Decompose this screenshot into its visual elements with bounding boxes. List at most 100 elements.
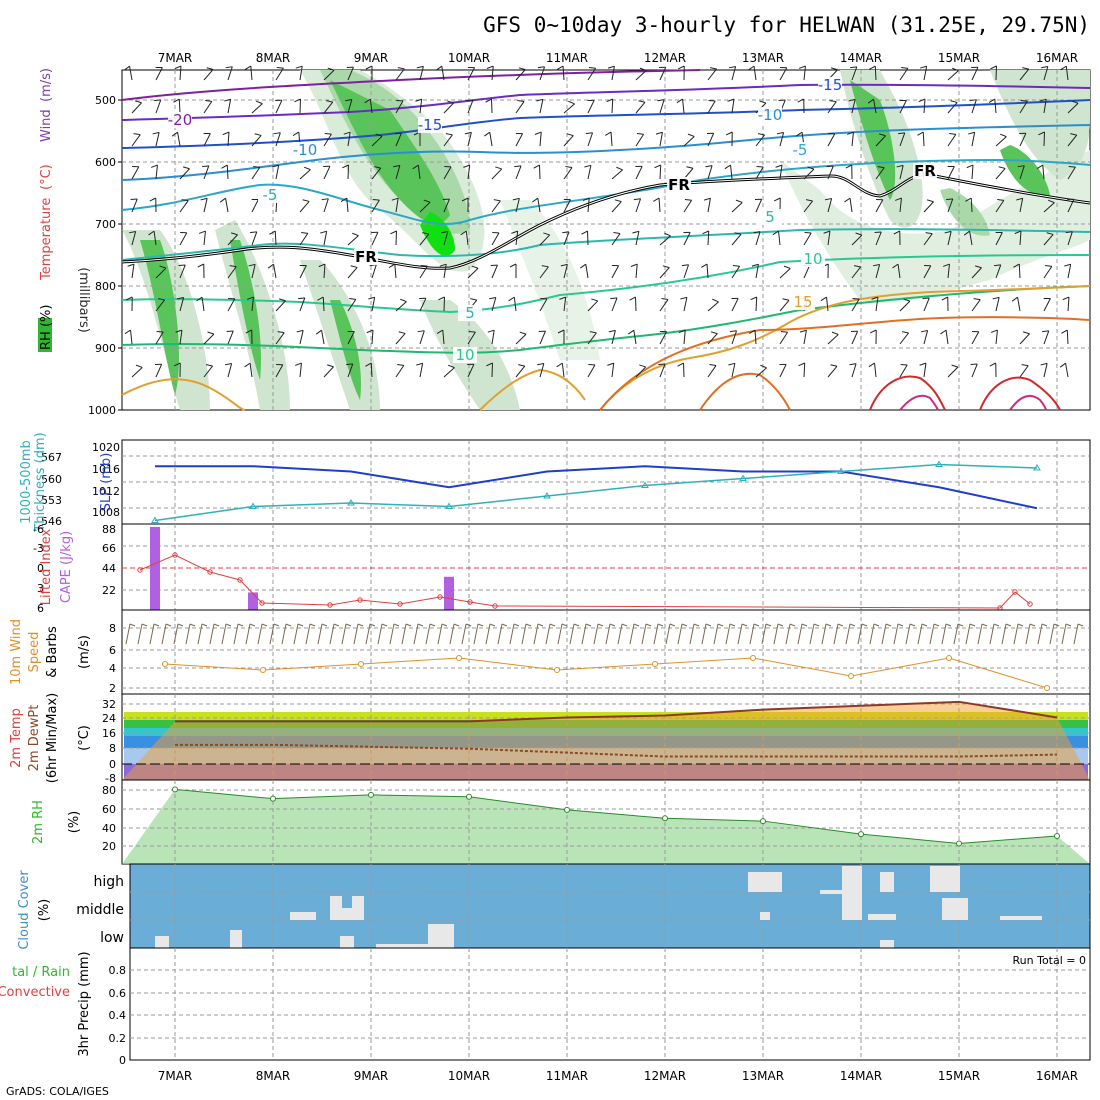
wind10m-speed-point	[1044, 685, 1050, 691]
wind-barb	[1067, 198, 1075, 213]
wind-barb	[677, 65, 685, 81]
wind-barb	[151, 164, 158, 180]
contour-label: FR	[668, 176, 690, 194]
wind-barb	[727, 98, 735, 114]
wind-barb	[1061, 329, 1069, 345]
wind-barb-flag	[463, 164, 470, 168]
wind-barb-flag	[654, 164, 661, 169]
wind10m-barb	[569, 623, 575, 645]
wind10m-barb-flag	[345, 623, 352, 627]
slp-series-line	[155, 465, 1038, 510]
wind-barb-flag	[871, 296, 879, 300]
wind-barb-shaft	[635, 101, 646, 114]
wind-barb	[728, 65, 737, 81]
wind-barb	[443, 133, 453, 147]
wind-barb-shaft	[731, 330, 738, 345]
wind-barb-shaft	[491, 264, 498, 279]
wind-barb	[988, 98, 997, 114]
contour-label: 15	[793, 293, 812, 311]
wind-barb	[748, 65, 757, 81]
wind-barb	[676, 98, 685, 114]
freezing-level-inner	[121, 174, 1091, 269]
wind-barb	[1016, 197, 1024, 213]
wind-barb-shaft	[179, 330, 183, 345]
wind-barb-flag	[366, 329, 374, 334]
wind-barb	[803, 231, 812, 246]
cloud-block	[230, 930, 242, 948]
wind-barb	[659, 330, 668, 345]
wind-barb-flag	[1021, 364, 1029, 367]
wind-barb	[969, 99, 977, 114]
wind-barb-flag	[514, 165, 522, 168]
wind-barb	[611, 199, 622, 213]
lifted-index-point	[467, 599, 473, 605]
wind-barb-shaft	[995, 297, 1000, 312]
wind-barb-flag	[470, 298, 477, 301]
date-label-bottom: 9MAR	[354, 1069, 389, 1083]
wind-barb	[315, 329, 325, 345]
wind-barb-flag	[556, 65, 564, 70]
wind-barb-flag	[495, 166, 502, 170]
wind-barb-flag	[247, 296, 254, 300]
wind-barb-flag	[438, 296, 445, 301]
wind-barb	[1019, 331, 1030, 345]
wind-barb-shaft	[443, 198, 450, 213]
wind-barb-shaft	[371, 297, 376, 312]
wind-barb-flag	[830, 364, 838, 367]
wind-barb-shaft	[611, 98, 614, 114]
wind-barb	[226, 330, 234, 345]
rh-legend-swatch	[38, 318, 52, 352]
wind-barb-flag	[783, 265, 791, 269]
wind-barb-flag	[947, 165, 955, 168]
wind-barb-shaft	[539, 99, 544, 114]
contour-label: 5	[765, 208, 775, 226]
wind10m-barb-flag	[633, 623, 640, 627]
contour-label-bg	[293, 142, 317, 158]
wind-barb-flag	[994, 264, 1001, 267]
wind-barb-shaft	[251, 264, 256, 279]
wind-barb	[563, 133, 574, 147]
wind10m-barb	[545, 623, 551, 645]
wind-barb-flag	[442, 198, 450, 201]
rh2m-point	[270, 795, 276, 802]
wind-barb-flag	[538, 330, 546, 333]
wind-barb-flag	[607, 362, 614, 366]
wind-barb-flag	[1011, 296, 1018, 302]
wind-barb	[197, 263, 205, 279]
wind-barb-shaft	[227, 298, 236, 312]
wind-barb-flag	[799, 329, 807, 333]
wind10m-barb-flag	[153, 623, 160, 627]
wind-barb	[917, 131, 925, 147]
wind-barb	[179, 231, 188, 246]
wind-barb-shaft	[346, 198, 349, 213]
wind-barb	[707, 298, 719, 312]
wind-barb-flag	[441, 231, 448, 234]
wind-barb-shaft	[1043, 363, 1048, 378]
wind10m-barb-flag	[741, 623, 748, 627]
wind-barb-shaft	[227, 66, 233, 81]
wind-barb	[299, 264, 307, 279]
wind-barb-flag	[566, 133, 574, 137]
wind-barb	[366, 329, 374, 345]
wind-barb	[683, 133, 695, 147]
wind-barb-flag	[709, 67, 717, 70]
wind-barb-flag	[703, 197, 711, 201]
wind-barb	[919, 362, 927, 378]
wind-barb-flag	[275, 99, 282, 101]
temperature-contour	[121, 228, 1091, 261]
wind-barb-shaft	[465, 231, 469, 246]
wind-barb-flag	[677, 65, 685, 70]
wind-barb-flag	[727, 98, 735, 102]
wind-barb	[251, 198, 259, 213]
wind-barb-shaft	[203, 133, 211, 147]
wind-barb	[871, 296, 879, 312]
wind-barb-shaft	[851, 298, 860, 312]
date-label-top: 10MAR	[448, 51, 490, 65]
wind-barb-shaft	[347, 66, 354, 81]
wind-barb	[390, 230, 397, 246]
wind-barb-shaft	[251, 297, 254, 312]
wind-barb-shaft	[563, 199, 572, 213]
wind-barb-flag	[872, 263, 880, 267]
wind-barb-shaft	[131, 166, 140, 180]
wind-barb	[799, 329, 807, 345]
